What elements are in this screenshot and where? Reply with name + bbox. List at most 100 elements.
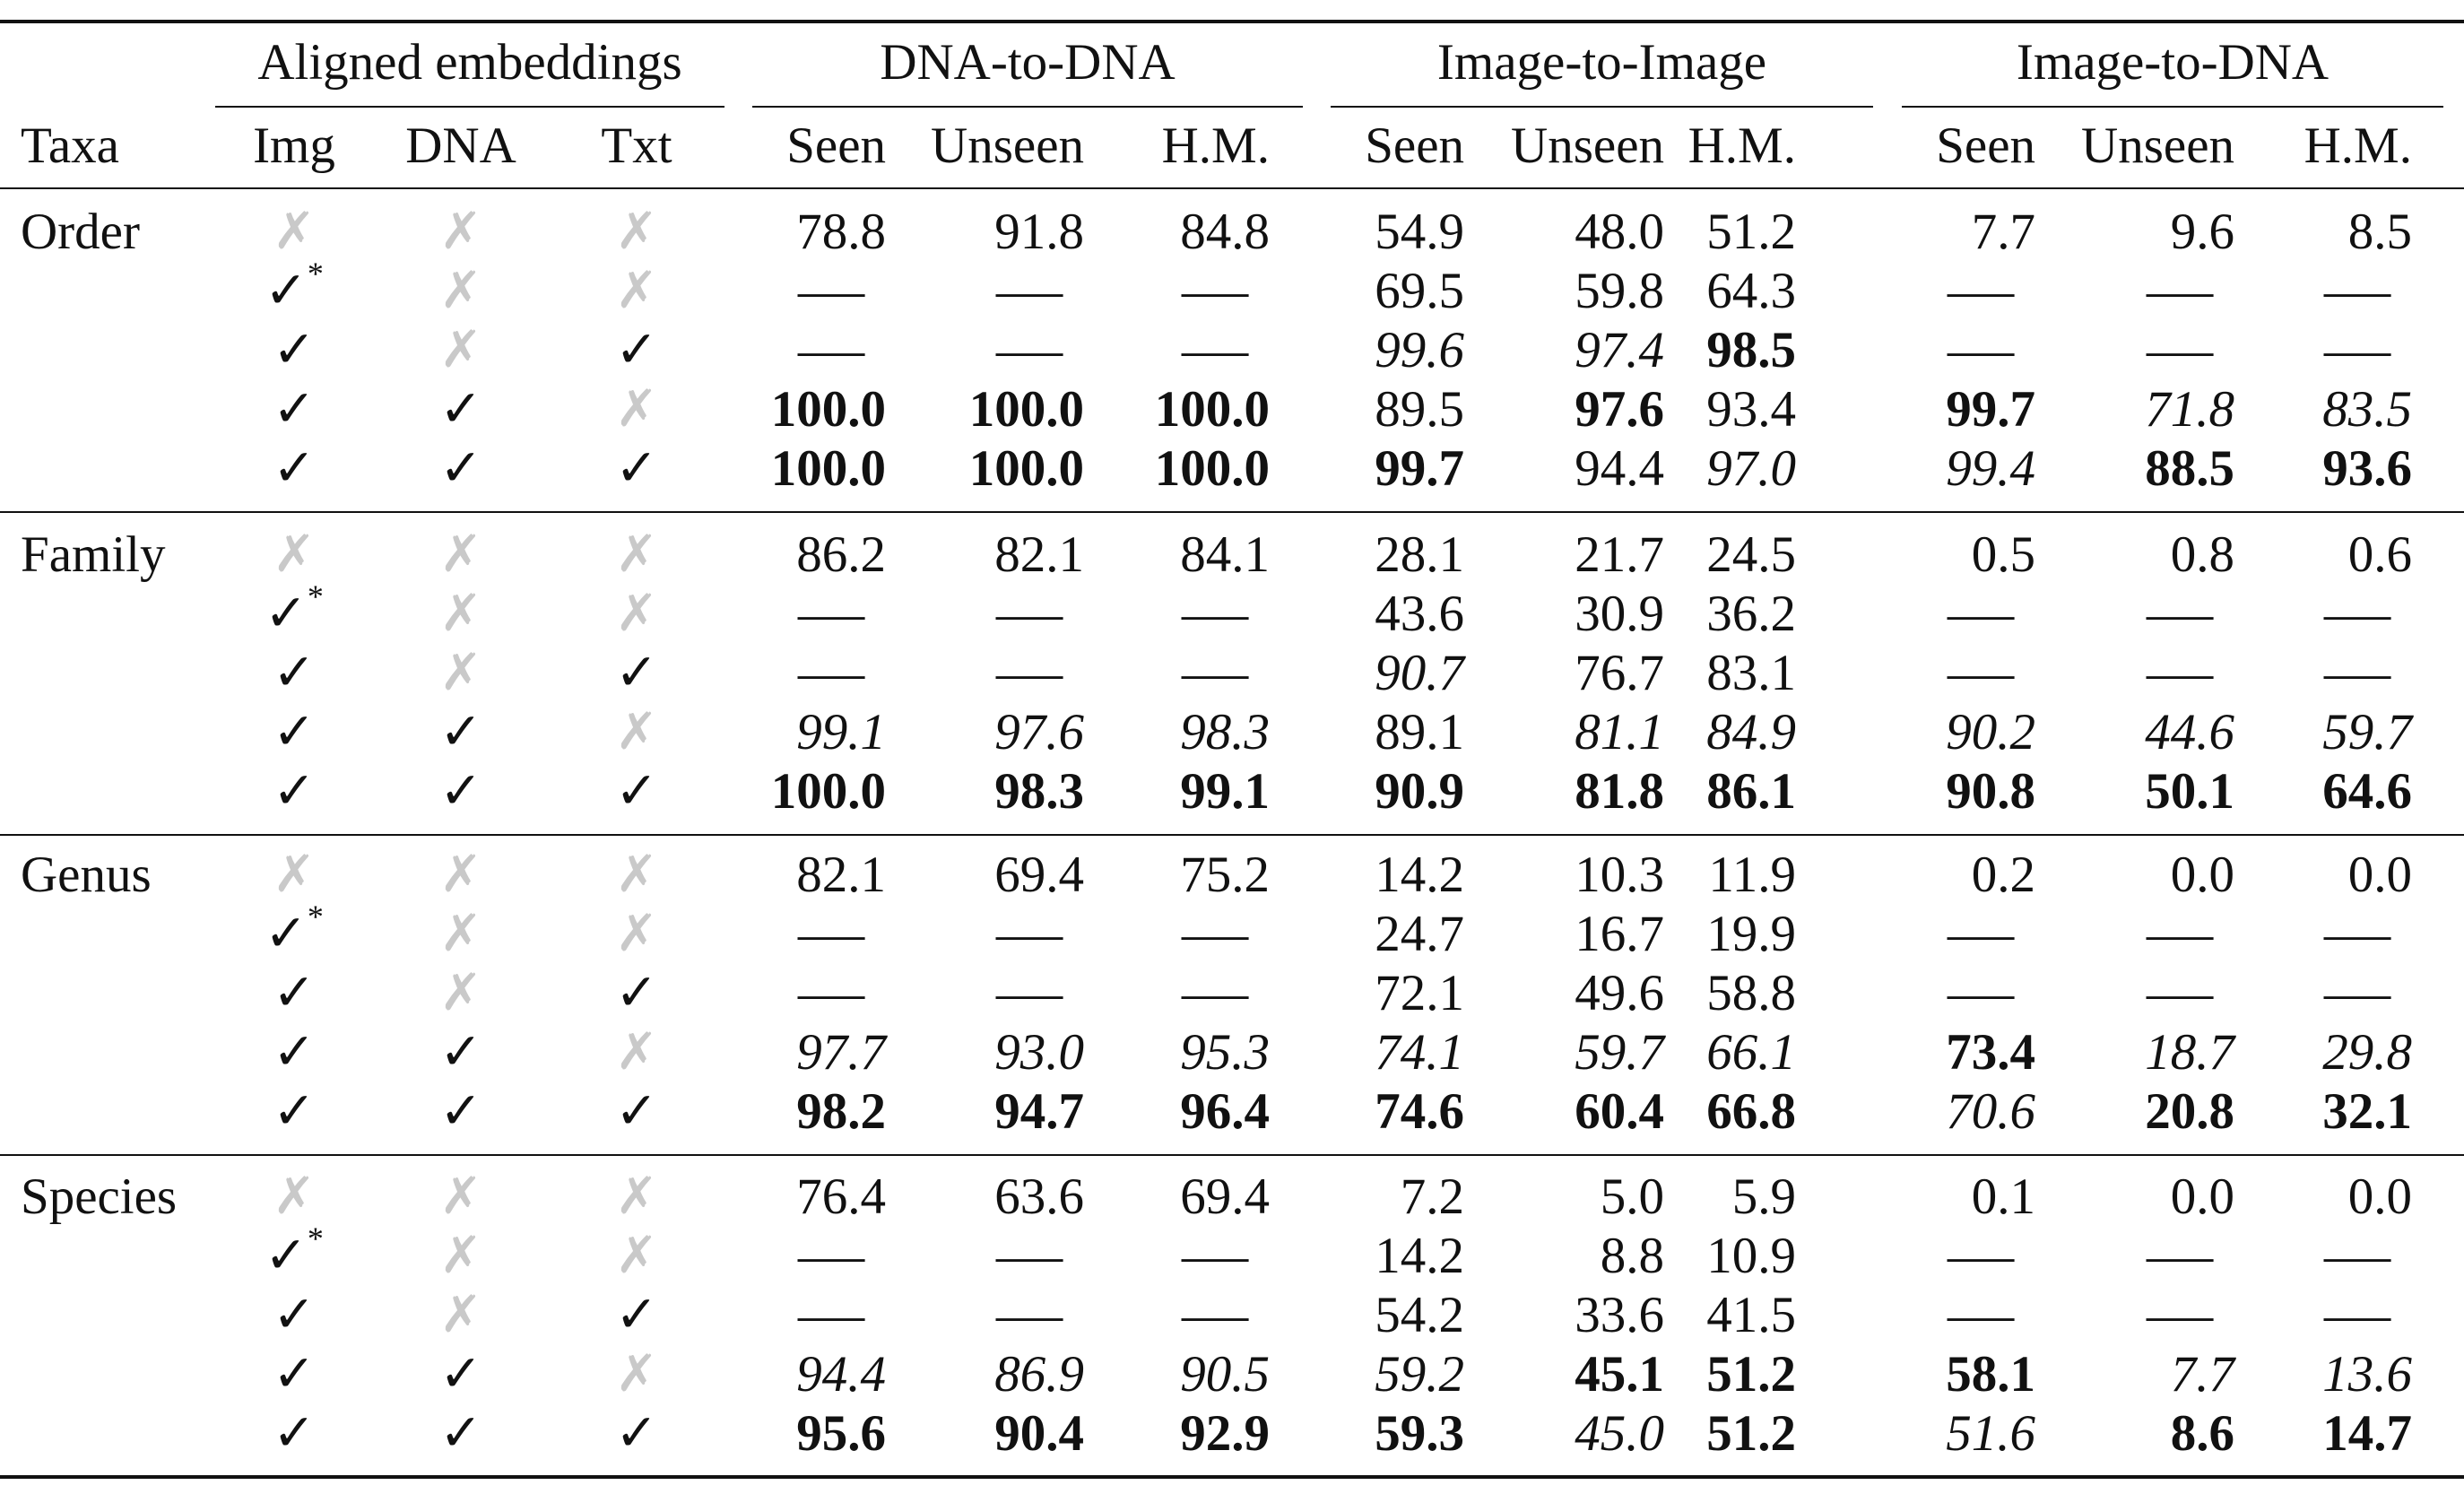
empty-cell: — — [1181, 586, 1249, 642]
header-txt: Txt — [601, 117, 672, 174]
cross-icon: ✗ — [615, 704, 658, 760]
value-cell: 10.9 — [1706, 1228, 1796, 1284]
value-cell: 14.2 — [1375, 1228, 1464, 1284]
check-icon: ✓ — [439, 440, 482, 497]
value-cell: 93.4 — [1706, 381, 1796, 438]
value-cell: 99.4 — [1946, 440, 2035, 497]
value-cell: 11.9 — [1708, 847, 1796, 903]
cross-icon: ✗ — [615, 906, 658, 962]
check-icon: ✓* — [265, 256, 324, 319]
value-cell: 44.6 — [2145, 704, 2234, 760]
cross-icon: ✗ — [615, 847, 658, 903]
value-cell: 14.2 — [1375, 847, 1464, 903]
value-cell: 51.6 — [1946, 1405, 2035, 1462]
value-cell: 100.0 — [770, 381, 886, 438]
value-cell: 98.3 — [994, 763, 1084, 820]
value-cell: 7.7 — [1971, 204, 2035, 260]
empty-cell: — — [2146, 965, 2214, 1021]
empty-cell: — — [2323, 1287, 2391, 1343]
value-cell: 8.6 — [2170, 1405, 2234, 1462]
cross-icon: ✗ — [439, 1168, 482, 1225]
value-cell: 0.6 — [2347, 526, 2412, 583]
empty-cell: — — [797, 586, 865, 642]
value-cell: 100.0 — [1154, 440, 1270, 497]
check-icon: ✓ — [273, 1287, 316, 1343]
value-cell: 90.4 — [994, 1405, 1084, 1462]
value-cell: 24.5 — [1706, 526, 1796, 583]
check-icon: ✓ — [273, 322, 316, 378]
cross-icon: ✗ — [615, 263, 658, 319]
value-cell: 97.0 — [1706, 440, 1796, 497]
value-cell: 88.5 — [2145, 440, 2234, 497]
asterisk-mark: * — [307, 1220, 324, 1256]
check-icon: ✓ — [439, 1024, 482, 1081]
empty-cell: — — [1947, 906, 2015, 962]
value-cell: 100.0 — [770, 763, 886, 820]
value-cell: 70.6 — [1946, 1083, 2035, 1140]
empty-cell: — — [2323, 965, 2391, 1021]
value-cell: 97.7 — [796, 1024, 886, 1081]
value-cell: 90.5 — [1180, 1346, 1270, 1403]
value-cell: 51.2 — [1706, 204, 1796, 260]
empty-cell: — — [797, 645, 865, 701]
cross-icon: ✗ — [439, 586, 482, 642]
check-icon: ✓* — [265, 578, 324, 642]
value-cell: 60.4 — [1575, 1083, 1664, 1140]
value-cell: 48.0 — [1575, 204, 1664, 260]
value-cell: 8.8 — [1600, 1228, 1664, 1284]
value-cell: 84.9 — [1706, 704, 1796, 760]
value-cell: 54.2 — [1375, 1287, 1464, 1343]
check-icon: ✓ — [273, 440, 316, 497]
taxa-label: Order — [21, 204, 140, 260]
value-cell: 0.2 — [1971, 847, 2035, 903]
check-icon: ✓ — [273, 1346, 316, 1403]
value-cell: 99.6 — [1375, 322, 1464, 378]
header-seen: Seen — [786, 117, 886, 174]
value-cell: 82.1 — [796, 847, 886, 903]
cross-icon: ✗ — [439, 645, 482, 701]
value-cell: 0.1 — [1971, 1168, 2035, 1225]
value-cell: 81.1 — [1575, 704, 1664, 760]
check-icon: ✓ — [439, 1405, 482, 1462]
empty-cell: — — [1181, 1228, 1249, 1284]
value-cell: 59.2 — [1375, 1346, 1464, 1403]
empty-cell: — — [2323, 906, 2391, 962]
value-cell: 96.4 — [1180, 1083, 1270, 1140]
value-cell: 100.0 — [968, 440, 1084, 497]
group-separator — [0, 1154, 2464, 1156]
empty-cell: — — [2323, 586, 2391, 642]
value-cell: 0.8 — [2170, 526, 2234, 583]
value-cell: 90.7 — [1375, 645, 1464, 701]
empty-cell: — — [1947, 965, 2015, 1021]
header-hm: H.M. — [1161, 117, 1270, 174]
value-cell: 75.2 — [1180, 847, 1270, 903]
value-cell: 84.1 — [1180, 526, 1270, 583]
empty-cell: — — [797, 263, 865, 319]
cross-icon: ✗ — [439, 906, 482, 962]
cross-icon: ✗ — [273, 1168, 316, 1225]
header-img: Img — [253, 117, 335, 174]
value-cell: 98.2 — [796, 1083, 886, 1140]
value-cell: 24.7 — [1375, 906, 1464, 962]
value-cell: 45.1 — [1575, 1346, 1664, 1403]
value-cell: 74.1 — [1375, 1024, 1464, 1081]
cross-icon: ✗ — [615, 1168, 658, 1225]
check-icon: ✓ — [273, 965, 316, 1021]
cross-icon: ✗ — [439, 847, 482, 903]
cross-icon: ✗ — [273, 847, 316, 903]
value-cell: 0.0 — [2170, 1168, 2234, 1225]
empty-cell: — — [1181, 263, 1249, 319]
value-cell: 69.4 — [994, 847, 1084, 903]
empty-cell: — — [1947, 263, 2015, 319]
value-cell: 72.1 — [1375, 965, 1464, 1021]
empty-cell: — — [1181, 965, 1249, 1021]
value-cell: 94.4 — [796, 1346, 886, 1403]
value-cell: 100.0 — [968, 381, 1084, 438]
value-cell: 63.6 — [994, 1168, 1084, 1225]
empty-cell: — — [995, 586, 1063, 642]
empty-cell: — — [995, 263, 1063, 319]
empty-cell: — — [2146, 1228, 2214, 1284]
group-separator — [0, 834, 2464, 836]
value-cell: 97.4 — [1575, 322, 1664, 378]
value-cell: 19.9 — [1706, 906, 1796, 962]
